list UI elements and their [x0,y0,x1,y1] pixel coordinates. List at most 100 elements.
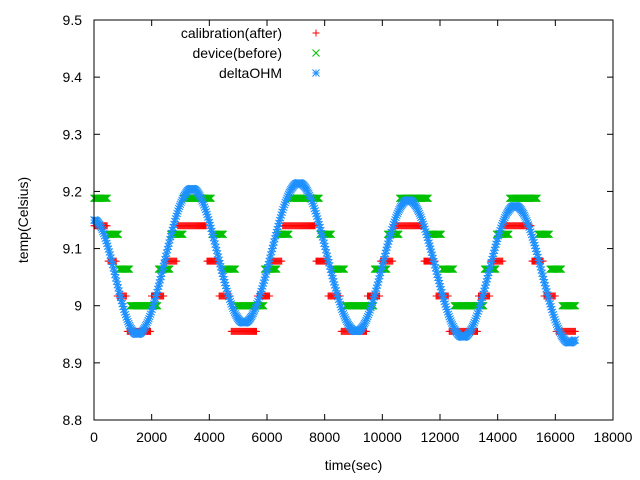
y-tick-label: 9.4 [63,69,83,85]
data-point [543,230,551,239]
data-point [112,230,121,239]
data-point [306,193,315,202]
data-point [368,298,377,307]
data-point [332,287,341,295]
data-point [420,222,429,231]
data-point [106,251,115,259]
data-point [571,336,580,344]
data-point [279,205,287,214]
data-point [309,202,318,210]
data-point [113,230,122,239]
data-point [557,265,566,273]
data-point [527,230,536,239]
x-tick-label: 4000 [194,429,225,445]
data-point [503,230,512,239]
data-point [499,257,507,265]
data-point [479,290,487,299]
data-point [280,200,289,209]
data-point [285,188,294,197]
data-point [477,296,486,305]
data-point [202,207,211,216]
data-point [177,230,186,239]
data-point [434,276,443,285]
data-point [543,288,551,296]
data-point [220,275,228,284]
data-point [161,252,170,261]
data-point [485,265,494,273]
data-point [112,277,121,286]
x-tick-label: 8000 [309,429,340,445]
data-point [110,267,119,276]
data-point [123,265,132,273]
data-point [417,215,426,224]
plot-frame [93,19,614,421]
data-point [471,316,479,325]
data-point [103,194,111,203]
data-point [530,241,539,250]
data-point [171,214,180,223]
data-point [163,245,172,254]
data-point [277,211,286,219]
data-point [174,204,183,213]
data-point [431,264,440,272]
data-point [141,322,150,330]
data-point [500,215,508,224]
data-point [388,223,397,231]
data-point [146,310,155,319]
data-point [571,327,579,335]
data-point [369,295,378,304]
data-point [217,266,226,274]
data-point [383,243,391,252]
data-point [217,230,226,239]
data-point [320,239,328,248]
data-point [476,299,485,307]
data-point [123,315,131,324]
data-point [363,312,372,321]
data-point [173,209,182,218]
data-point [474,307,483,316]
legend-label: calibration(after) [181,25,282,41]
data-point [225,295,234,304]
data-point [337,265,346,273]
data-point [178,230,187,239]
data-point [415,209,424,218]
data-point [330,281,339,289]
data-point [308,197,316,206]
data-point [364,310,373,319]
data-point [230,308,239,317]
data-point [206,194,214,203]
data-point [281,230,290,239]
data-point [390,218,399,226]
data-point [195,191,204,200]
data-point [124,317,132,326]
data-point [543,291,552,299]
data-point [322,249,331,257]
data-point [248,311,257,319]
data-point [491,265,500,273]
data-point [535,259,544,268]
data-point [335,298,344,306]
data-point [176,200,185,209]
data-point [533,250,542,259]
data-point [439,294,448,303]
data-point [342,315,350,324]
data-point [311,222,319,230]
data-point [541,281,550,290]
legend-label: device(before) [193,45,283,61]
data-point [392,213,400,222]
data-point [499,217,508,226]
x-tick-label: 16000 [536,429,575,445]
data-point [120,305,128,314]
data-point [389,220,398,229]
data-point [491,243,500,252]
data-point [480,287,488,296]
data-point [101,194,109,203]
data-point [266,254,274,263]
data-point [542,285,550,293]
data-point [231,265,240,273]
data-point [150,297,159,306]
legend-marker [312,69,320,77]
data-point [109,263,118,272]
data-point [324,255,332,264]
data-point [422,230,431,239]
